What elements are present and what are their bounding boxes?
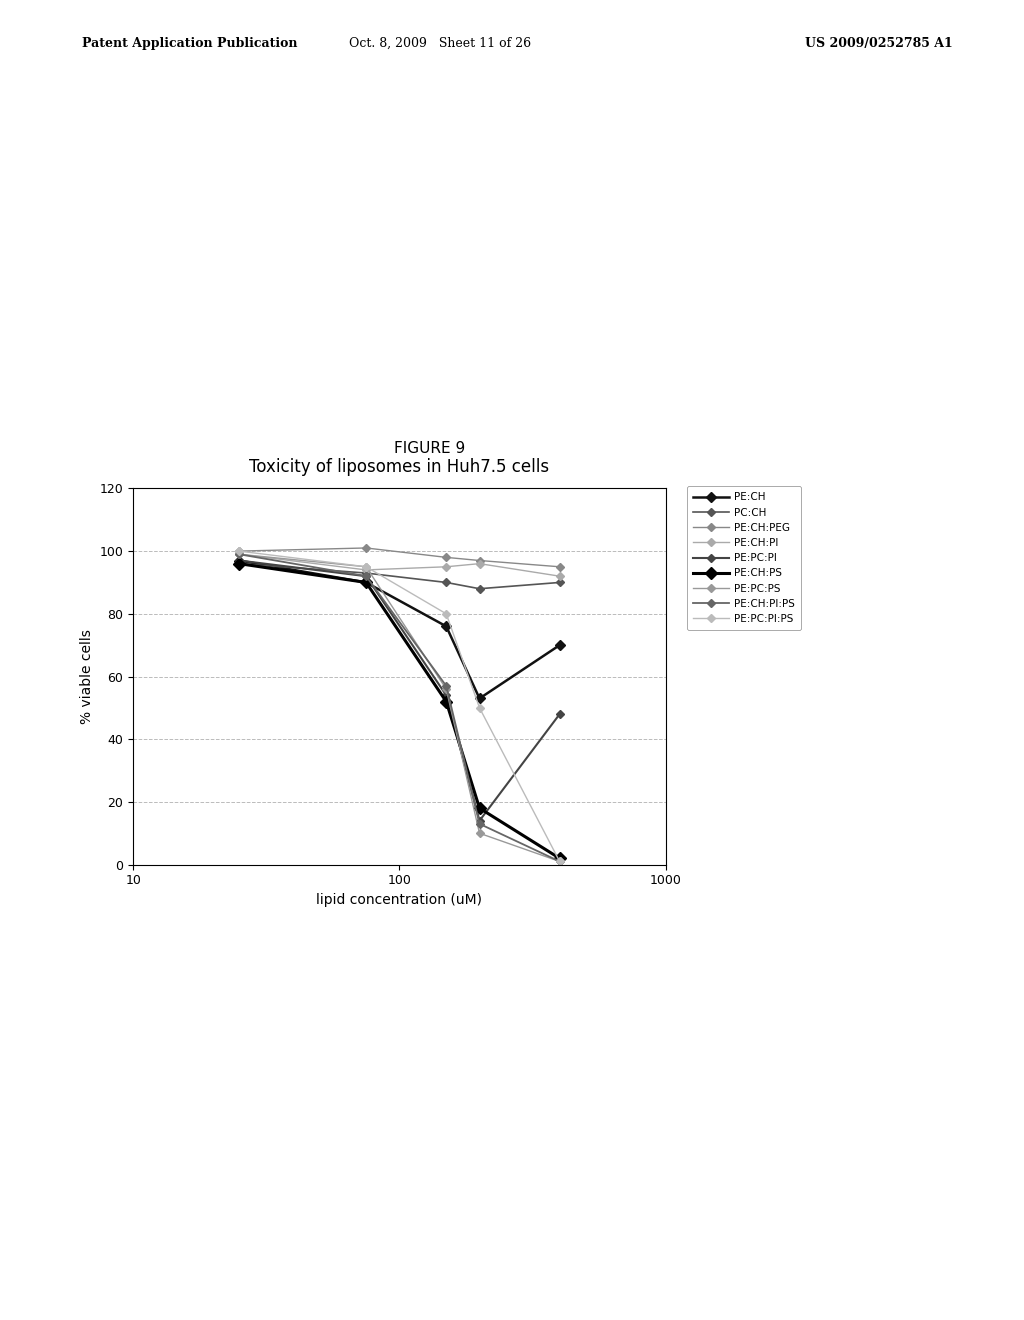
PE:CH:PI:PS <box>360 568 373 583</box>
PE:CH:PEG <box>440 549 453 565</box>
Title: Toxicity of liposomes in Huh7.5 cells: Toxicity of liposomes in Huh7.5 cells <box>249 458 550 475</box>
PE:PC:PI:PS <box>554 854 566 870</box>
PE:CH <box>440 618 453 635</box>
Y-axis label: % viable cells: % viable cells <box>80 630 94 723</box>
PE:CH <box>360 574 373 590</box>
PE:CH:PI:PS <box>440 678 453 694</box>
PE:CH:PI <box>232 546 245 562</box>
PE:PC:PI:PS <box>440 606 453 622</box>
PE:CH:PS <box>554 850 566 866</box>
PE:CH <box>232 553 245 569</box>
PE:PC:PI:PS <box>232 544 245 560</box>
PE:CH:PI <box>440 558 453 574</box>
PE:PC:PI <box>232 553 245 569</box>
PE:CH:PS <box>360 574 373 590</box>
PE:CH <box>554 638 566 653</box>
PC:CH <box>232 556 245 572</box>
PE:CH:PI:PS <box>554 854 566 870</box>
PE:PC:PI <box>473 813 485 829</box>
Line: PE:CH:PS: PE:CH:PS <box>234 560 564 862</box>
Text: FIGURE 9: FIGURE 9 <box>394 441 466 457</box>
PE:PC:PI <box>360 568 373 583</box>
Text: US 2009/0252785 A1: US 2009/0252785 A1 <box>805 37 952 50</box>
Line: PE:CH:PI: PE:CH:PI <box>237 552 562 579</box>
Line: PE:CH:PI:PS: PE:CH:PI:PS <box>237 552 562 865</box>
PC:CH <box>440 574 453 590</box>
PE:CH:PI <box>360 562 373 578</box>
PE:PC:PI:PS <box>360 558 373 574</box>
PE:PC:PS <box>473 825 485 841</box>
PE:CH:PI <box>473 556 485 572</box>
PE:PC:PI <box>554 706 566 722</box>
PE:CH:PI <box>554 568 566 583</box>
PE:PC:PI <box>440 688 453 704</box>
Legend: PE:CH, PC:CH, PE:CH:PEG, PE:CH:PI, PE:PC:PI, PE:CH:PS, PE:PC:PS, PE:CH:PI:PS, PE: PE:CH, PC:CH, PE:CH:PEG, PE:CH:PI, PE:PC… <box>687 486 801 630</box>
PE:CH:PEG <box>360 540 373 556</box>
PE:CH:PI:PS <box>232 546 245 562</box>
PE:CH:PEG <box>473 553 485 569</box>
Text: Patent Application Publication: Patent Application Publication <box>82 37 297 50</box>
PE:CH:PI:PS <box>473 816 485 832</box>
PE:CH:PS <box>473 800 485 816</box>
PE:CH:PS <box>440 694 453 710</box>
PE:PC:PS <box>440 681 453 697</box>
Text: Oct. 8, 2009   Sheet 11 of 26: Oct. 8, 2009 Sheet 11 of 26 <box>349 37 531 50</box>
PE:CH:PEG <box>554 558 566 574</box>
PE:PC:PS <box>232 546 245 562</box>
PE:CH:PEG <box>232 544 245 560</box>
PC:CH <box>473 581 485 597</box>
PE:CH <box>473 690 485 706</box>
PC:CH <box>554 574 566 590</box>
Line: PE:PC:PI:PS: PE:PC:PI:PS <box>237 548 562 865</box>
X-axis label: lipid concentration (uM): lipid concentration (uM) <box>316 892 482 907</box>
PC:CH <box>360 565 373 581</box>
PE:CH:PS <box>232 556 245 572</box>
Line: PE:CH: PE:CH <box>236 557 563 702</box>
Line: PC:CH: PC:CH <box>237 561 562 591</box>
Line: PE:PC:PS: PE:PC:PS <box>237 552 562 865</box>
PE:PC:PI:PS <box>473 700 485 715</box>
Line: PE:CH:PEG: PE:CH:PEG <box>237 545 562 569</box>
PE:PC:PS <box>554 854 566 870</box>
Line: PE:PC:PI: PE:PC:PI <box>237 558 562 824</box>
PE:PC:PS <box>360 558 373 574</box>
